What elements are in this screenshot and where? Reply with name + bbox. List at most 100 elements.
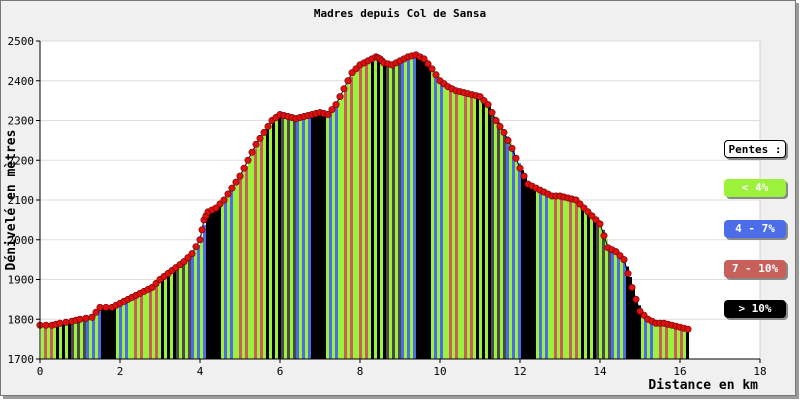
slope-bar [92,317,95,359]
elevation-point [240,164,248,172]
slope-bar [434,71,437,360]
legend-entry-4-7: 4 - 7% [724,220,786,238]
elevation-point [192,243,200,251]
slope-bar [455,90,458,360]
slope-bar [458,91,461,359]
slope-bar [545,192,548,359]
slope-bar [479,96,482,360]
slope-bar [605,238,608,359]
slope-bar [245,166,248,359]
elevation-point [224,190,232,198]
x-axis-label: Distance en km [648,378,758,393]
legend-title: Pentes : [724,140,786,158]
slope-bar [680,327,683,359]
slope-bar [422,57,425,360]
x-tick-label: 0 [37,365,44,378]
slope-bar [623,258,626,359]
elevation-point [520,172,528,180]
elevation-point [264,122,272,130]
slope-bar [602,229,605,359]
legend-entry-7-10: 7 - 10% [724,260,786,278]
slope-bar [77,319,80,359]
slope-bar [284,115,287,359]
y-tick-label: 2100 [8,194,35,207]
slope-bar [95,313,98,359]
slope-bar [119,303,122,359]
elevation-point [484,101,492,109]
elevation-point [198,226,206,234]
slope-bar [194,250,197,359]
slope-bar [47,325,50,359]
elevation-point [76,315,84,323]
slope-bar [185,260,188,359]
slope-bar [644,315,647,359]
elevation-point [340,85,348,93]
slope-bar [188,257,191,359]
slope-bar [287,116,290,359]
x-tick-label: 6 [277,365,284,378]
elevation-point [632,295,640,303]
slope-bar [491,110,494,359]
slope-bar [296,118,299,359]
slope-bar [59,323,62,359]
slope-bar [500,126,503,360]
elevation-point [196,236,204,244]
slope-bar [251,154,254,359]
elevation-point [62,318,70,326]
y-tick-label: 1700 [8,353,35,366]
slope-bar [74,320,77,359]
y-tick-label: 2400 [8,75,35,88]
y-axis-label: Dénivelé en mètres [4,130,19,271]
slope-bar [533,186,536,359]
slope-bar [401,60,404,360]
slope-bar [575,199,578,359]
elevation-markers [36,51,692,333]
slope-bar [218,205,221,359]
slope-bar [104,307,107,359]
slope-bar [227,195,230,359]
slope-bar [653,321,656,359]
elevation-point [596,220,604,228]
slope-bar [272,120,275,359]
slope-bar [512,148,515,359]
slope-bar [590,213,593,359]
slope-bar [110,307,113,359]
x-tick-label: 12 [513,365,526,378]
elevation-point [516,164,524,172]
x-tick-label: 8 [357,365,364,378]
slope-bar [176,267,179,359]
elevation-point [236,172,244,180]
slope-bar [389,64,392,360]
slope-bar [506,136,509,359]
slope-bar [161,278,164,359]
slope-bar [335,105,338,359]
elevation-point [508,144,516,152]
elevation-point [492,117,500,125]
slope-bar [596,219,599,359]
slope-bar [431,67,434,359]
slope-bar [320,112,323,359]
slope-bar [359,65,362,359]
slope-bar [347,82,350,360]
slope-bar [542,191,545,359]
slope-bar [581,204,584,359]
slope-bar [299,117,302,360]
slope-bar [305,116,308,359]
slope-bar [170,272,173,359]
elevation-point [92,308,100,316]
slope-bar [686,328,689,359]
chart-title: Madres depuis Col de Sansa [314,7,486,20]
elevation-point [248,148,256,156]
slope-bar [446,85,449,360]
slope-bar [398,61,401,360]
elevation-point [428,65,436,73]
slope-bar [578,201,581,359]
elevation-point [344,77,352,85]
slope-bar [80,319,83,359]
slope-bar [641,312,644,359]
slope-bar [131,297,134,359]
slope-bar [329,113,332,359]
slope-bar [173,269,176,359]
x-tick-label: 16 [673,365,686,378]
